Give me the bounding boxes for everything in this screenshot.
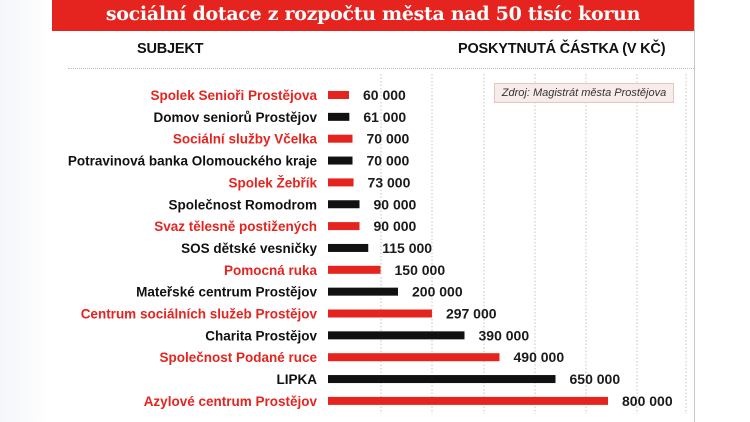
- source-note: Zdroj: Magistrát města Prostějova: [494, 83, 674, 103]
- bar: [328, 287, 398, 296]
- category-label: Azylové centrum Prostějov: [144, 394, 318, 409]
- category-label: Společnost Romodrom: [168, 197, 317, 212]
- bar: [328, 112, 350, 121]
- value-label: 60 000: [363, 87, 406, 103]
- value-label: 70 000: [367, 131, 410, 147]
- value-label: 390 000: [479, 327, 530, 343]
- category-label: Potravinová banka Olomouckého kraje: [68, 154, 318, 169]
- amount-column-header: POSKYTNUTÁ ČÁSTKA (V KČ): [458, 41, 666, 57]
- value-label: 490 000: [514, 349, 565, 365]
- title-bar: sociální dotace z rozpočtu města nad 50 …: [52, 0, 694, 31]
- bar: [328, 91, 349, 99]
- page-margin: [0, 0, 52, 422]
- subject-column-header: SUBJEKT: [137, 41, 204, 57]
- value-label: 70 000: [367, 153, 410, 169]
- value-label: 90 000: [374, 218, 417, 234]
- value-label: 115 000: [382, 240, 432, 256]
- value-label: 150 000: [395, 262, 446, 278]
- category-label: Domov seniorů Prostějov: [153, 110, 317, 125]
- bar: [328, 265, 381, 274]
- bar: [328, 200, 360, 209]
- bar: [328, 243, 369, 252]
- category-label: SOS dětské vesničky: [181, 241, 317, 256]
- category-label: Spolek Žebřík: [228, 175, 317, 190]
- bar: [328, 222, 360, 231]
- category-label: LIPKA: [277, 372, 318, 387]
- category-label: Centrum sociálních služeb Prostějov: [81, 307, 318, 322]
- bar: [328, 134, 353, 143]
- bar: [328, 156, 353, 165]
- value-label: 297 000: [446, 306, 497, 322]
- category-label: Spolek Senioři Prostějova: [150, 88, 317, 103]
- bar: [328, 353, 500, 362]
- value-label: 800 000: [622, 393, 673, 409]
- category-label: Mateřské centrum Prostějov: [136, 285, 317, 300]
- value-label: 200 000: [412, 284, 463, 300]
- chart-title: sociální dotace z rozpočtu města nad 50 …: [105, 3, 641, 25]
- value-label: 650 000: [570, 371, 621, 387]
- value-label: 90 000: [374, 196, 417, 212]
- category-label: Společnost Podané ruce: [159, 350, 317, 365]
- frame-line: [694, 0, 695, 422]
- bar: [328, 331, 465, 340]
- category-label: Pomocná ruka: [224, 263, 318, 278]
- bar: [328, 396, 608, 405]
- category-label: Svaz tělesně postižených: [154, 219, 317, 234]
- category-label: Charita Prostějov: [205, 328, 317, 343]
- bar: [328, 375, 556, 384]
- category-label: Sociální služby Včelka: [173, 132, 318, 147]
- value-label: 73 000: [368, 174, 411, 190]
- header-divider: [68, 68, 694, 69]
- bar: [328, 178, 354, 187]
- value-label: 61 000: [363, 109, 406, 125]
- bar: [328, 309, 432, 318]
